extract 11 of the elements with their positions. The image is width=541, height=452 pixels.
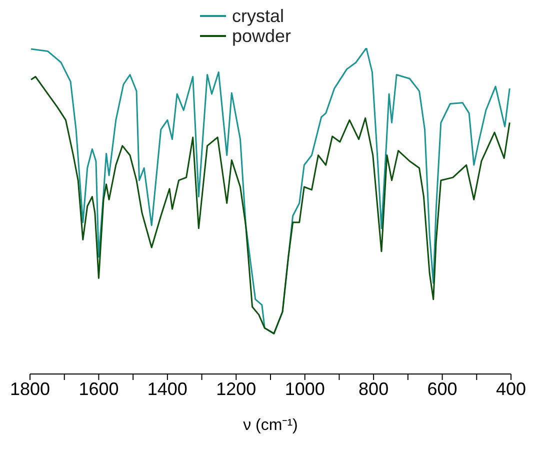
x-tick-label: 800 bbox=[358, 378, 389, 399]
x-tick-label: 1600 bbox=[78, 378, 119, 399]
legend-label: crystal bbox=[232, 6, 284, 26]
x-tick-label: 1200 bbox=[216, 378, 256, 399]
x-tick-label: 1800 bbox=[10, 378, 50, 399]
x-tick-label: 600 bbox=[427, 378, 458, 399]
legend-label: powder bbox=[232, 26, 292, 46]
x-tick-label: 1000 bbox=[284, 378, 325, 399]
x-tick-label: 400 bbox=[496, 378, 526, 399]
x-axis-title: ν (cm⁻¹) bbox=[243, 417, 298, 434]
x-tick-label: 1400 bbox=[147, 378, 188, 399]
